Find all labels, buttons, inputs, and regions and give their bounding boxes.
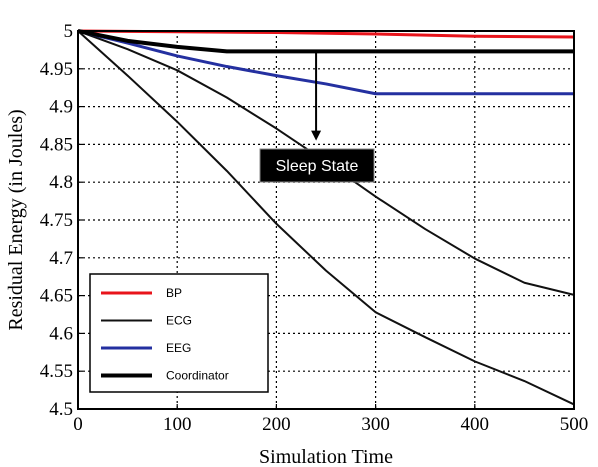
series-lines [77, 29, 575, 406]
y-tick-label: 4.55 [40, 361, 73, 382]
legend: BP ECG EEG Coordinator [89, 273, 269, 393]
y-tick-label: 4.5 [49, 399, 73, 420]
y-tick-label: 4.65 [40, 286, 73, 307]
sleep-state-annotation: Sleep State [259, 51, 375, 183]
legend-label: ECG [166, 314, 192, 328]
y-tick-label: 4.9 [49, 97, 73, 118]
x-tick-label: 500 [560, 414, 589, 435]
x-tick-label: 300 [361, 414, 390, 435]
y-axis-title: Residual Energy (in Joules) [5, 109, 27, 330]
series-line-ecg-lower [77, 30, 575, 406]
y-tick-label: 4.7 [49, 248, 73, 269]
annotation-box [259, 148, 375, 183]
axis-ticks: 0 100 200 300 400 500 4.5 4.55 4.6 4.65 4.7 4.75 4.8… [40, 21, 589, 435]
y-tick-label: 5 [64, 21, 74, 42]
y-tick-label: 4.85 [40, 134, 73, 155]
annotation-text: Sleep State [276, 158, 359, 175]
annotation-arrow-head [311, 130, 322, 141]
x-tick-label: 0 [73, 414, 83, 435]
x-tick-label: 400 [461, 414, 490, 435]
y-tick-label: 4.75 [40, 210, 73, 231]
y-tick-label: 4.8 [49, 172, 73, 193]
legend-label: Coordinator [166, 369, 229, 383]
series-line-eeg [77, 29, 574, 96]
legend-label: EEG [166, 341, 191, 355]
x-tick-label: 200 [262, 414, 291, 435]
x-tick-label: 100 [163, 414, 192, 435]
y-tick-label: 4.95 [40, 59, 73, 80]
y-tick-label: 4.6 [49, 323, 73, 344]
legend-label: BP [166, 286, 182, 300]
x-axis-title: Simulation Time [259, 446, 393, 467]
series-line-coordinator [77, 29, 574, 54]
